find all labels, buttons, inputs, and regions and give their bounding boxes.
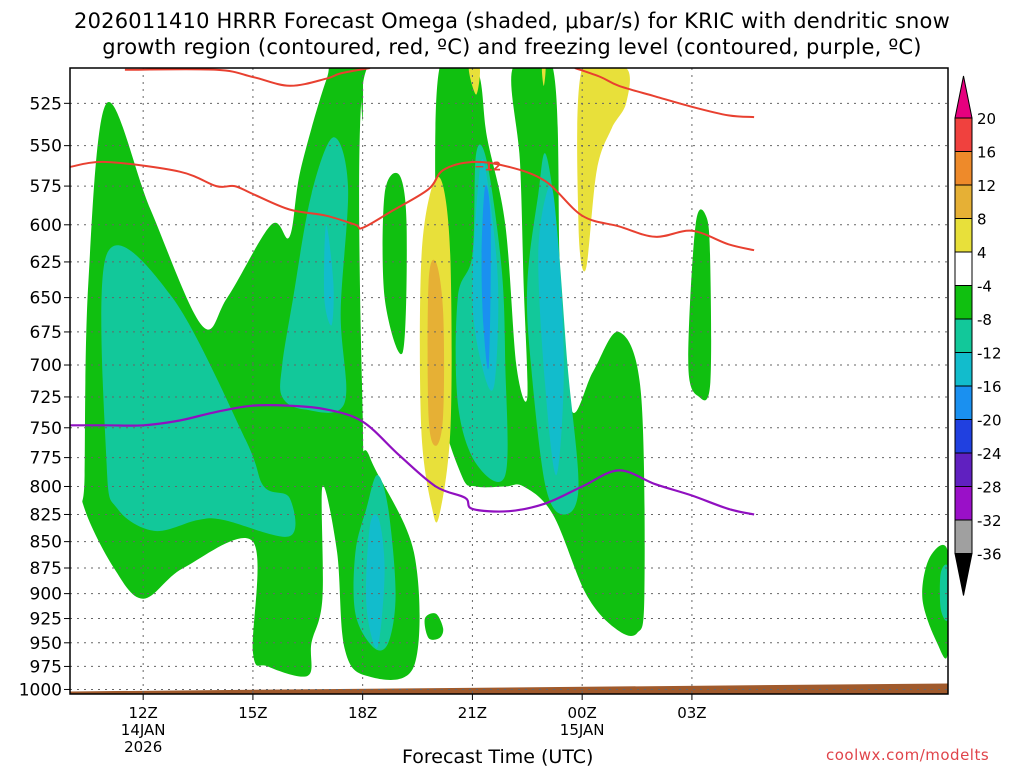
omega-region-9 <box>280 137 349 413</box>
colorbar-top-arrow <box>954 75 973 119</box>
chart-title: 2026011410 HRRR Forecast Omega (shaded, … <box>0 8 1024 60</box>
x-tick-label-3: 21Z <box>458 704 487 722</box>
y-tick-label-14: 875 <box>30 559 62 579</box>
colorbar-label-3: 8 <box>977 211 987 229</box>
y-tick-label-5: 650 <box>30 289 62 309</box>
colorbar-label-8: -16 <box>977 378 1002 396</box>
y-tick-label-2: 575 <box>30 177 62 197</box>
colorbar-segment-5 <box>954 285 973 320</box>
colorbar: 20 16 12 8 4 -4 -8 -12 -16 -20 -24 -28 -32 -36 <box>954 75 1002 596</box>
y-tick-label-4: 625 <box>30 253 62 273</box>
colorbar-segment-11 <box>954 486 973 521</box>
omega-region-17 <box>323 224 334 326</box>
x-tick-year-0: 2026 <box>124 738 162 756</box>
y-tick-label-15: 900 <box>30 585 62 605</box>
omega-region-13 <box>939 564 948 621</box>
x-tick-label-2: 18Z <box>348 704 377 722</box>
y-tick-label-8: 725 <box>30 388 62 408</box>
colorbar-segment-9 <box>954 419 973 454</box>
dgz-contour-0 <box>70 160 755 252</box>
omega-region-22 <box>541 68 546 86</box>
colorbar-segment-0 <box>954 117 973 152</box>
x-tick-date-0: 14JAN <box>121 721 166 739</box>
omega-region-18 <box>481 185 491 370</box>
colorbar-label-1: 16 <box>977 144 996 162</box>
colorbar-segment-8 <box>954 385 973 420</box>
axes-layer: 525 550 575 600 625 650 675 700 725 750 775 800 825 8… <box>19 67 949 756</box>
y-tick-label-18: 975 <box>30 657 62 677</box>
colorbar-label-2: 12 <box>977 177 996 195</box>
colorbar-label-7: -12 <box>977 345 1002 363</box>
y-tick-label-17: 950 <box>30 634 62 654</box>
colorbar-segment-10 <box>954 452 973 487</box>
colorbar-segment-2 <box>954 184 973 219</box>
y-tick-label-12: 825 <box>30 505 62 525</box>
y-tick-label-9: 750 <box>30 419 62 439</box>
chart-title-line1: 2026011410 HRRR Forecast Omega (shaded, … <box>74 9 950 33</box>
colorbar-label-9: -20 <box>977 412 1002 430</box>
omega-region-21 <box>468 68 480 95</box>
x-tick-label-0: 12Z <box>128 704 157 722</box>
y-tick-label-0: 525 <box>30 94 62 114</box>
chart-title-line2: growth region (contoured, red, ºC) and f… <box>102 35 922 59</box>
dgz-contour-label: −12 <box>474 159 501 173</box>
dgz-contour-2 <box>574 68 755 119</box>
y-tick-label-6: 675 <box>30 323 62 343</box>
y-tick-label-7: 700 <box>30 356 62 376</box>
omega-region-23 <box>427 259 445 446</box>
colorbar-segment-4 <box>954 251 973 286</box>
omega-region-4 <box>688 209 712 401</box>
y-tick-label-13: 850 <box>30 533 62 553</box>
x-tick-date-4: 15JAN <box>560 721 605 739</box>
x-tick-label-1: 15Z <box>238 704 267 722</box>
omega-region-16 <box>366 514 385 649</box>
colorbar-segment-7 <box>954 352 973 387</box>
colorbar-segment-1 <box>954 151 973 186</box>
y-tick-label-11: 800 <box>30 477 62 497</box>
colorbar-label-11: -28 <box>977 479 1002 497</box>
omega-region-3 <box>358 68 364 122</box>
x-tick-label-5: 03Z <box>677 704 706 722</box>
y-tick-label-16: 925 <box>30 610 62 630</box>
colorbar-label-5: -4 <box>977 278 992 296</box>
y-tick-label-19: 1000 <box>19 680 62 700</box>
omega-region-6 <box>424 613 444 640</box>
colorbar-bottom-arrow <box>954 553 973 596</box>
colorbar-segment-3 <box>954 218 973 253</box>
omega-region-8 <box>101 245 296 537</box>
contour-layer: −12 <box>70 68 755 516</box>
plot-frame <box>69 67 949 695</box>
omega-shading-layer <box>70 68 948 694</box>
colorbar-label-4: 4 <box>977 244 987 262</box>
colorbar-label-10: -24 <box>977 445 1002 463</box>
ground-strip <box>70 683 948 694</box>
y-tick-label-10: 775 <box>30 449 62 469</box>
colorbar-segment-6 <box>954 318 973 353</box>
colorbar-label-0: 20 <box>977 110 996 128</box>
omega-region-15 <box>538 185 564 476</box>
colorbar-segment-12 <box>954 519 973 554</box>
freezing-level-line <box>70 403 755 516</box>
colorbar-label-6: -8 <box>977 311 992 329</box>
x-tick-label-4: 00Z <box>567 704 596 722</box>
omega-region-2 <box>382 172 407 355</box>
colorbar-label-12: -32 <box>977 512 1002 530</box>
colorbar-label-13: -36 <box>977 546 1002 564</box>
dgz-contour-1 <box>124 68 371 87</box>
x-axis-label: Forecast Time (UTC) <box>402 746 594 768</box>
credit-link[interactable]: coolwx.com/modelts <box>826 746 990 764</box>
y-tick-label-3: 600 <box>30 216 62 236</box>
omega-region-7 <box>457 68 470 86</box>
y-tick-label-1: 550 <box>30 137 62 157</box>
